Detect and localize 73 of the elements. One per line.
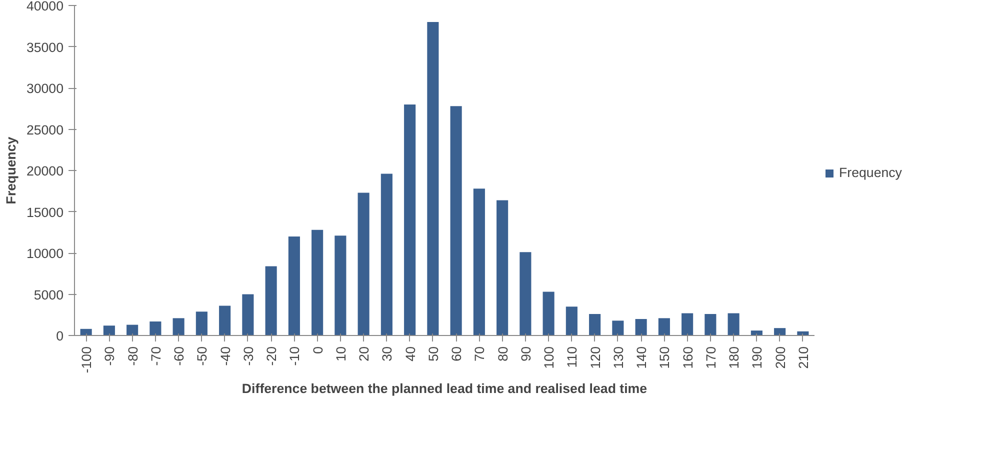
bar xyxy=(566,306,578,336)
x-tick-label: -10 xyxy=(287,346,302,366)
x-tick-label: 210 xyxy=(796,346,811,369)
bar xyxy=(242,294,254,336)
bar xyxy=(658,318,670,336)
bar xyxy=(126,324,138,336)
bar xyxy=(380,174,392,336)
x-tick-label: 130 xyxy=(610,346,626,369)
bar xyxy=(589,314,601,336)
bar xyxy=(635,319,647,336)
x-tick-label: 180 xyxy=(726,346,742,369)
y-tick-label: 0 xyxy=(56,328,64,344)
legend-label: Frequency xyxy=(839,165,902,180)
y-axis-title: Frequency xyxy=(3,136,18,204)
x-tick-label: -70 xyxy=(148,346,164,366)
x-tick-label: 160 xyxy=(680,346,696,369)
x-tick-label: 170 xyxy=(703,346,718,369)
bar xyxy=(427,22,439,336)
x-tick-label: -20 xyxy=(264,346,280,366)
x-tick-label: 140 xyxy=(634,346,650,369)
x-tick-label: 150 xyxy=(657,346,672,369)
x-tick-label: 50 xyxy=(426,346,441,362)
x-tick-label: 110 xyxy=(564,346,580,368)
y-tick-label: 15000 xyxy=(26,204,64,220)
bar xyxy=(288,236,300,336)
bar xyxy=(312,230,324,336)
x-tick-label: 120 xyxy=(588,346,603,369)
bar xyxy=(172,318,184,336)
bar xyxy=(473,188,485,336)
bar xyxy=(265,266,277,336)
x-tick-label: -100 xyxy=(79,346,94,374)
x-tick-label: 10 xyxy=(333,346,348,362)
x-tick-label: 60 xyxy=(449,346,464,362)
bar xyxy=(496,200,508,336)
x-tick-label: -60 xyxy=(172,346,187,366)
bar xyxy=(103,326,115,336)
x-tick-label: 90 xyxy=(518,346,534,362)
x-tick-label: 100 xyxy=(542,346,557,369)
bar xyxy=(728,313,740,336)
bar xyxy=(150,321,162,336)
bar xyxy=(334,236,346,336)
bar xyxy=(219,306,231,336)
y-tick-label: 25000 xyxy=(26,122,64,138)
bar xyxy=(612,320,624,336)
x-tick-label: -90 xyxy=(102,346,118,366)
y-tick-label: 30000 xyxy=(26,81,64,96)
bar xyxy=(774,328,786,336)
x-tick-label: -80 xyxy=(125,346,140,366)
bar xyxy=(358,192,370,336)
y-tick-label: 10000 xyxy=(26,246,64,261)
bar xyxy=(196,312,208,336)
y-tick-label: 20000 xyxy=(26,164,64,178)
x-axis-title: Difference between the planned lead time and realised lead time xyxy=(242,381,648,396)
y-tick-label: 35000 xyxy=(26,40,64,55)
x-tick-label: 70 xyxy=(472,346,488,362)
bar xyxy=(450,106,462,336)
bar xyxy=(682,313,694,336)
bar xyxy=(520,252,532,336)
y-tick-label: 40000 xyxy=(26,0,64,14)
y-tick-label: 5000 xyxy=(34,287,64,302)
bar xyxy=(404,104,416,336)
bar xyxy=(542,292,554,336)
x-tick-label: 200 xyxy=(772,346,788,369)
x-tick-label: -40 xyxy=(218,346,233,366)
x-tick-label: 20 xyxy=(356,346,372,362)
x-tick-label: 80 xyxy=(495,346,510,362)
bar xyxy=(704,314,716,336)
x-tick-label: -30 xyxy=(240,346,256,366)
x-tick-label: 0 xyxy=(310,346,326,354)
x-tick-label: 40 xyxy=(402,346,418,362)
x-tick-label: 190 xyxy=(750,346,765,369)
x-tick-label: -50 xyxy=(194,346,210,366)
x-tick-label: 30 xyxy=(380,346,395,362)
